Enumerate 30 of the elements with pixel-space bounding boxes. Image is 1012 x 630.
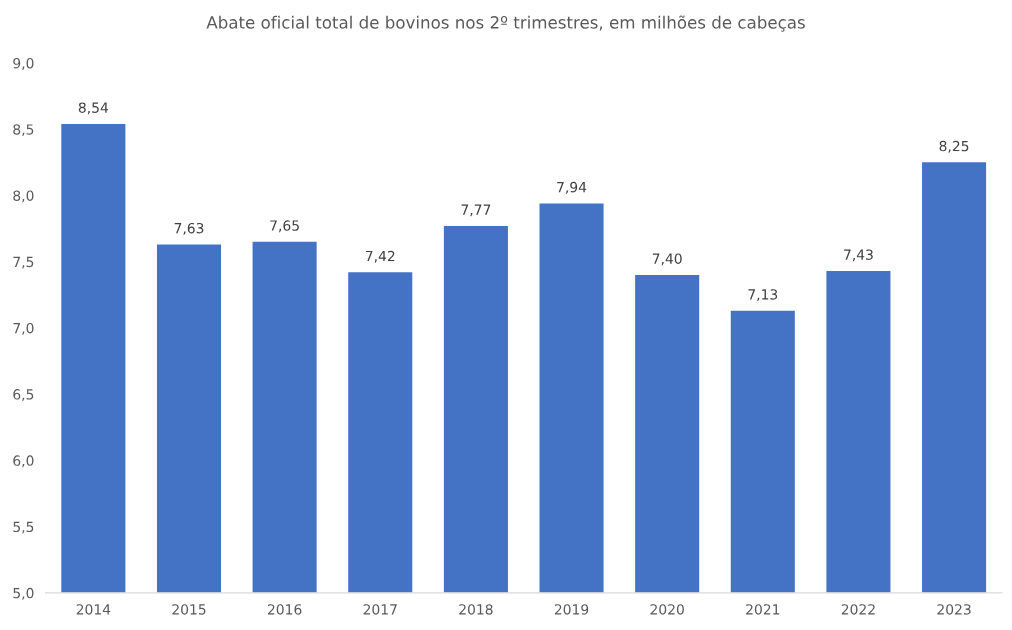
data-label: 8,54 — [78, 102, 109, 115]
data-label: 7,94 — [557, 181, 587, 194]
x-tick-label: 2016 — [267, 604, 302, 615]
x-tick-label: 2014 — [76, 604, 111, 615]
x-tick-label: 2017 — [363, 604, 397, 615]
x-tick-label: 2020 — [650, 604, 684, 615]
data-label: 7,40 — [652, 253, 682, 266]
y-tick-label: 8,5 — [13, 124, 34, 137]
y-tick-label: 5,5 — [13, 521, 34, 534]
x-tick-label: 2023 — [937, 604, 971, 615]
data-label: 7,42 — [365, 250, 395, 263]
y-tick-label: 7,5 — [13, 256, 34, 269]
y-tick-label: 6,5 — [13, 389, 34, 402]
data-label: 7,63 — [174, 222, 204, 235]
x-tick-label: 2019 — [554, 604, 589, 615]
x-tick-label: 2021 — [746, 604, 780, 615]
data-label: 8,25 — [939, 140, 969, 153]
y-tick-label: 6,0 — [13, 455, 34, 468]
y-tick-label: 7,0 — [13, 322, 34, 335]
data-label: 7,77 — [461, 204, 491, 217]
x-tick-label: 2018 — [459, 604, 493, 615]
data-label: 7,65 — [270, 220, 299, 233]
y-tick-label: 5,0 — [13, 587, 34, 600]
y-tick-label: 8,0 — [13, 190, 34, 203]
x-tick-label: 2022 — [841, 604, 875, 615]
data-label: 7,43 — [844, 249, 873, 262]
y-tick-label: 9,0 — [13, 57, 34, 70]
data-label: 7,13 — [748, 289, 778, 302]
x-tick-label: 2015 — [172, 604, 206, 615]
chart-title: Abate oficial total de bovinos nos 2º trimestres, em milhões de cabeças — [206, 15, 805, 32]
